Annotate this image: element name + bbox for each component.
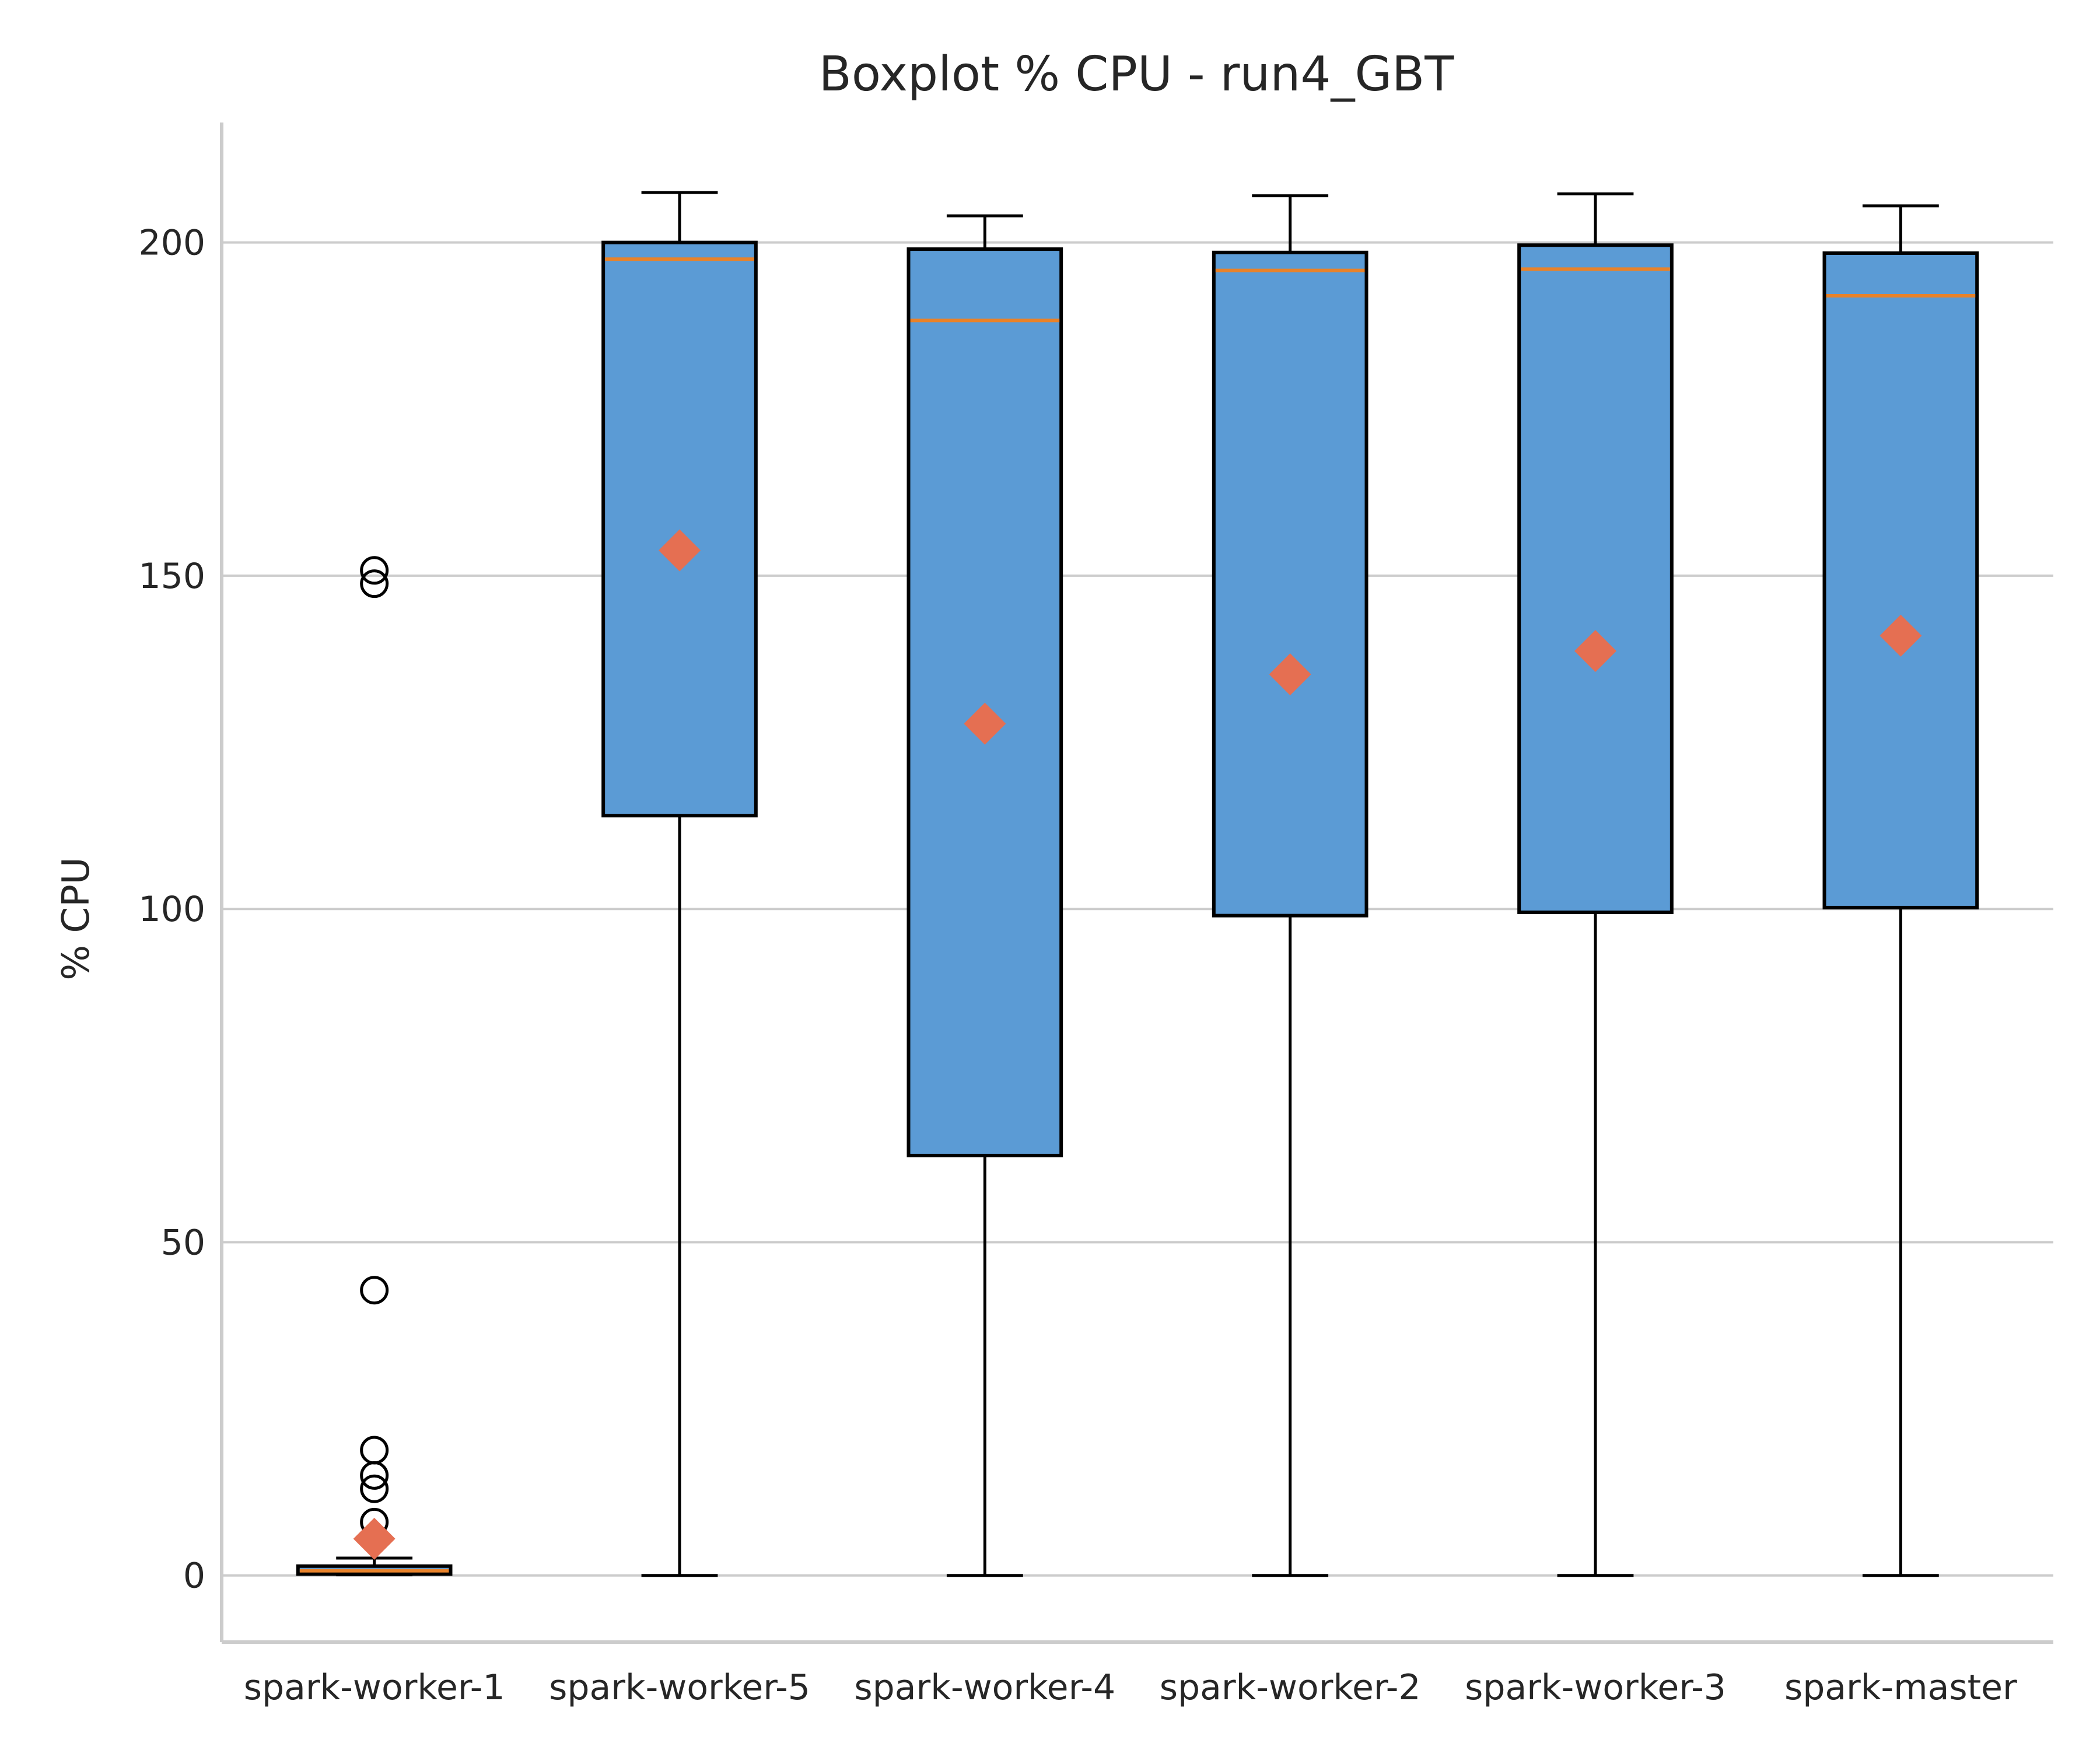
mean-marker xyxy=(659,529,701,572)
box-group xyxy=(601,191,758,1577)
mean-marker xyxy=(1880,614,1922,657)
x-tick-label: spark-worker-2 xyxy=(1160,1667,1421,1708)
iqr-box xyxy=(1517,243,1674,914)
iqr-box xyxy=(907,247,1063,1157)
boxes xyxy=(296,191,1979,1577)
outlier-point xyxy=(360,1461,389,1490)
gridlines xyxy=(222,241,2053,1577)
mean-marker xyxy=(353,1517,396,1560)
y-tick-label: 150 xyxy=(138,556,205,597)
x-tick-label: spark-master xyxy=(1784,1667,2017,1708)
box-group xyxy=(1822,204,1979,1577)
axis-spines xyxy=(220,123,2053,1644)
mean-marker xyxy=(964,702,1006,745)
x-tick-label: spark-worker-3 xyxy=(1465,1667,1726,1708)
box-group xyxy=(296,556,453,1577)
box-group xyxy=(1517,192,1674,1577)
x-tick-label: spark-worker-4 xyxy=(854,1667,1115,1708)
y-tick-label: 0 xyxy=(183,1556,205,1597)
iqr-box xyxy=(601,240,758,818)
x-tick-label: spark-worker-1 xyxy=(244,1667,505,1708)
mean-marker xyxy=(1269,653,1311,696)
mean-marker xyxy=(1574,630,1616,673)
outlier-point xyxy=(360,1474,389,1503)
y-tick-labels: 0 50 100 150 200 xyxy=(138,223,205,1597)
y-tick-label: 50 xyxy=(161,1222,205,1263)
outlier-point xyxy=(360,556,389,585)
y-tick-label: 200 xyxy=(138,223,205,264)
iqr-box xyxy=(1822,251,1979,909)
y-axis-label: % CPU xyxy=(55,857,98,980)
x-tick-label: spark-worker-5 xyxy=(549,1667,810,1708)
outlier-point xyxy=(360,1276,389,1305)
x-tick-labels: spark-worker-1 spark-worker-5 spark-worker… xyxy=(244,1667,2017,1708)
box-group xyxy=(907,214,1063,1577)
iqr-box xyxy=(1212,250,1368,918)
outlier-point xyxy=(360,569,389,598)
outlier-point xyxy=(360,1436,389,1465)
y-tick-label: 100 xyxy=(138,889,205,930)
box-group xyxy=(1212,194,1368,1577)
chart-title: Boxplot % CPU - run4_GBT xyxy=(819,47,1455,102)
